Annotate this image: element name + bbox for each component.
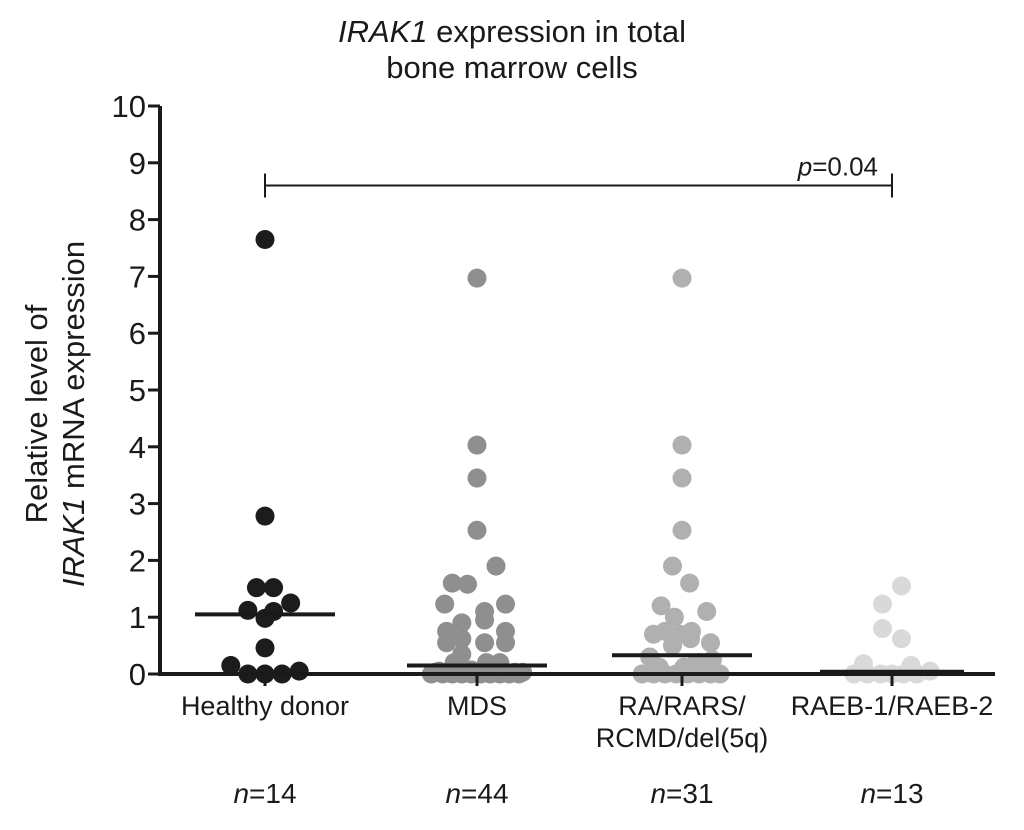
data-point xyxy=(892,629,911,649)
data-point xyxy=(281,593,301,613)
data-point xyxy=(655,621,675,641)
x-category-label-line: Healthy donor xyxy=(180,691,350,721)
chart-title-line2: bone marrow cells xyxy=(386,50,638,85)
n-symbol: n xyxy=(860,778,877,809)
data-point xyxy=(475,633,495,653)
data-point xyxy=(246,578,266,598)
title-gene: IRAK1 xyxy=(337,14,428,49)
data-point xyxy=(672,268,692,288)
data-point xyxy=(672,468,692,488)
p-symbol: p xyxy=(797,152,812,182)
data-point xyxy=(458,574,477,594)
data-point xyxy=(672,520,692,540)
data-point xyxy=(264,602,284,622)
data-point xyxy=(496,633,515,653)
data-point xyxy=(255,229,275,249)
y-tick-label: 2 xyxy=(129,543,146,578)
n-value: =31 xyxy=(666,778,714,809)
data-point xyxy=(435,594,455,614)
data-point xyxy=(255,506,275,526)
data-point xyxy=(873,594,892,614)
x-category-label-line: RA/RARS/ xyxy=(618,691,746,721)
data-point xyxy=(467,468,487,488)
y-tick-label: 0 xyxy=(129,657,146,692)
n-value: =13 xyxy=(876,778,924,809)
data-point xyxy=(663,556,682,576)
x-category-label: RAEB-1/RAEB-2 xyxy=(772,690,1012,722)
data-point xyxy=(664,607,684,627)
x-category-label-line: RCMD/del(5q) xyxy=(595,723,769,753)
data-point xyxy=(672,435,692,455)
data-point xyxy=(475,610,495,630)
sample-size-label: n=13 xyxy=(812,778,972,810)
y-tick-label: 6 xyxy=(129,316,146,351)
n-symbol: n xyxy=(445,778,462,809)
y-tick-label: 10 xyxy=(112,89,146,124)
data-point xyxy=(289,661,309,681)
x-category-label-line: RAEB-1/RAEB-2 xyxy=(790,691,994,721)
data-point xyxy=(663,636,682,656)
data-point xyxy=(651,596,671,616)
x-category-label-line: MDS xyxy=(447,691,507,721)
x-category-label: Healthy donor xyxy=(145,690,385,722)
data-point xyxy=(452,629,472,649)
data-point xyxy=(264,578,284,598)
y-tick-label: 4 xyxy=(129,430,146,465)
data-point xyxy=(496,594,515,614)
data-point xyxy=(255,638,275,658)
n-symbol: n xyxy=(233,778,250,809)
y-tick-label: 9 xyxy=(129,146,146,181)
p-value-label: p=0.04 xyxy=(797,152,878,182)
data-point xyxy=(467,520,487,540)
data-point xyxy=(701,633,720,653)
y-tick-label: 8 xyxy=(129,203,146,238)
sample-size-label: n=44 xyxy=(397,778,557,810)
title-rest: expression in total xyxy=(427,14,687,49)
data-point xyxy=(467,268,487,288)
data-point xyxy=(697,602,717,622)
data-point xyxy=(680,573,700,593)
x-category-label: MDS xyxy=(357,690,597,722)
y-tick-label: 1 xyxy=(129,600,146,635)
chart-title-line1: IRAK1 expression in total xyxy=(0,14,1024,50)
data-point xyxy=(681,629,701,649)
data-point xyxy=(873,619,892,639)
data-point xyxy=(437,633,457,653)
x-category-label: RA/RARS/RCMD/del(5q) xyxy=(562,690,802,754)
n-value: =14 xyxy=(249,778,297,809)
data-point xyxy=(695,661,715,681)
y-tick-label: 5 xyxy=(129,373,146,408)
n-symbol: n xyxy=(650,778,667,809)
data-point xyxy=(892,576,911,596)
sample-size-label: n=14 xyxy=(185,778,345,810)
y-tick-label: 3 xyxy=(129,487,146,522)
sample-size-label: n=31 xyxy=(602,778,762,810)
chart-title: IRAK1 expression in total bone marrow ce… xyxy=(0,14,1024,86)
data-point xyxy=(467,435,487,455)
data-point xyxy=(486,556,506,576)
data-point xyxy=(221,655,241,675)
y-tick-label: 7 xyxy=(129,259,146,294)
data-point xyxy=(442,573,462,593)
data-point xyxy=(238,600,258,620)
data-point xyxy=(452,613,472,633)
n-value: =44 xyxy=(461,778,509,809)
data-point xyxy=(649,657,669,677)
p-value: =0.04 xyxy=(812,152,878,182)
